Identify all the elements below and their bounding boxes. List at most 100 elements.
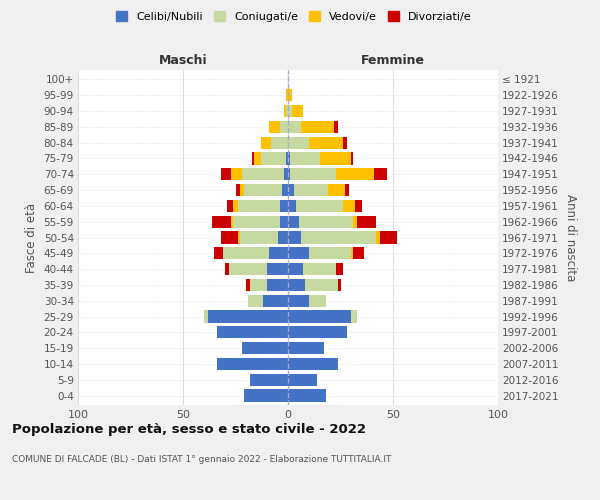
Bar (320, 152, 351, 164)
Bar (204, 310, 208, 322)
Bar (288, 120, 301, 133)
Bar (263, 294, 288, 307)
Bar (240, 232, 277, 243)
Bar (269, 120, 280, 133)
Bar (284, 168, 288, 180)
Bar (260, 152, 286, 164)
Bar (250, 374, 288, 386)
Bar (246, 278, 250, 291)
Bar (351, 247, 353, 260)
Bar (244, 184, 282, 196)
Bar (233, 200, 238, 212)
Bar (240, 184, 244, 196)
Text: Popolazione per età, sesso e stato civile - 2022: Popolazione per età, sesso e stato civil… (12, 422, 366, 436)
Bar (288, 358, 338, 370)
Bar (355, 200, 362, 212)
Bar (225, 263, 229, 276)
Bar (351, 310, 358, 322)
Bar (238, 200, 280, 212)
Bar (301, 232, 376, 243)
Bar (376, 232, 380, 243)
Bar (215, 247, 223, 260)
Bar (271, 136, 288, 149)
Y-axis label: Fasce di età: Fasce di età (25, 202, 38, 272)
Bar (254, 152, 260, 164)
Bar (233, 216, 280, 228)
Bar (338, 278, 341, 291)
Bar (269, 247, 288, 260)
Bar (288, 294, 309, 307)
Y-axis label: Anni di nascita: Anni di nascita (564, 194, 577, 281)
Bar (288, 184, 295, 196)
Bar (292, 105, 303, 117)
Bar (242, 168, 284, 180)
Bar (252, 152, 254, 164)
Bar (232, 216, 233, 228)
Bar (242, 342, 288, 354)
Bar (288, 136, 309, 149)
Bar (238, 232, 240, 243)
Text: Maschi: Maschi (158, 54, 208, 67)
Bar (288, 152, 290, 164)
Bar (358, 216, 376, 228)
Bar (284, 105, 286, 117)
Bar (227, 200, 233, 212)
Bar (280, 120, 288, 133)
Bar (212, 216, 232, 228)
Bar (353, 247, 364, 260)
Bar (217, 358, 288, 370)
Bar (337, 168, 374, 180)
Text: Femmine: Femmine (361, 54, 425, 67)
Bar (288, 247, 309, 260)
Bar (288, 89, 292, 102)
Bar (301, 120, 334, 133)
Bar (223, 247, 269, 260)
Bar (267, 278, 288, 291)
Bar (353, 216, 358, 228)
Bar (288, 232, 301, 243)
Bar (267, 263, 288, 276)
Bar (288, 326, 347, 338)
Bar (288, 216, 299, 228)
Bar (286, 152, 288, 164)
Bar (374, 168, 387, 180)
Bar (343, 200, 355, 212)
Bar (328, 184, 345, 196)
Bar (288, 390, 326, 402)
Bar (288, 342, 324, 354)
Bar (290, 168, 337, 180)
Bar (343, 136, 347, 149)
Bar (380, 232, 397, 243)
Bar (217, 326, 288, 338)
Bar (345, 184, 349, 196)
Bar (229, 263, 267, 276)
Bar (288, 105, 292, 117)
Text: COMUNE DI FALCADE (BL) - Dati ISTAT 1° gennaio 2022 - Elaborazione TUTTITALIA.IT: COMUNE DI FALCADE (BL) - Dati ISTAT 1° g… (12, 455, 391, 464)
Bar (221, 168, 232, 180)
Bar (232, 168, 242, 180)
Bar (277, 232, 288, 243)
Bar (303, 263, 337, 276)
Bar (280, 200, 288, 212)
Bar (288, 263, 303, 276)
Bar (244, 390, 288, 402)
Bar (221, 232, 238, 243)
Bar (282, 184, 288, 196)
Bar (299, 216, 353, 228)
Bar (235, 184, 240, 196)
Bar (296, 200, 343, 212)
Bar (295, 184, 328, 196)
Bar (286, 105, 288, 117)
Bar (260, 136, 271, 149)
Bar (286, 89, 288, 102)
Bar (288, 310, 351, 322)
Bar (288, 278, 305, 291)
Bar (280, 216, 288, 228)
Bar (250, 278, 267, 291)
Bar (337, 263, 343, 276)
Legend: Celibi/Nubili, Coniugati/e, Vedovi/e, Divorziati/e: Celibi/Nubili, Coniugati/e, Vedovi/e, Di… (113, 8, 475, 25)
Bar (288, 200, 296, 212)
Bar (351, 152, 353, 164)
Bar (309, 136, 343, 149)
Bar (334, 120, 338, 133)
